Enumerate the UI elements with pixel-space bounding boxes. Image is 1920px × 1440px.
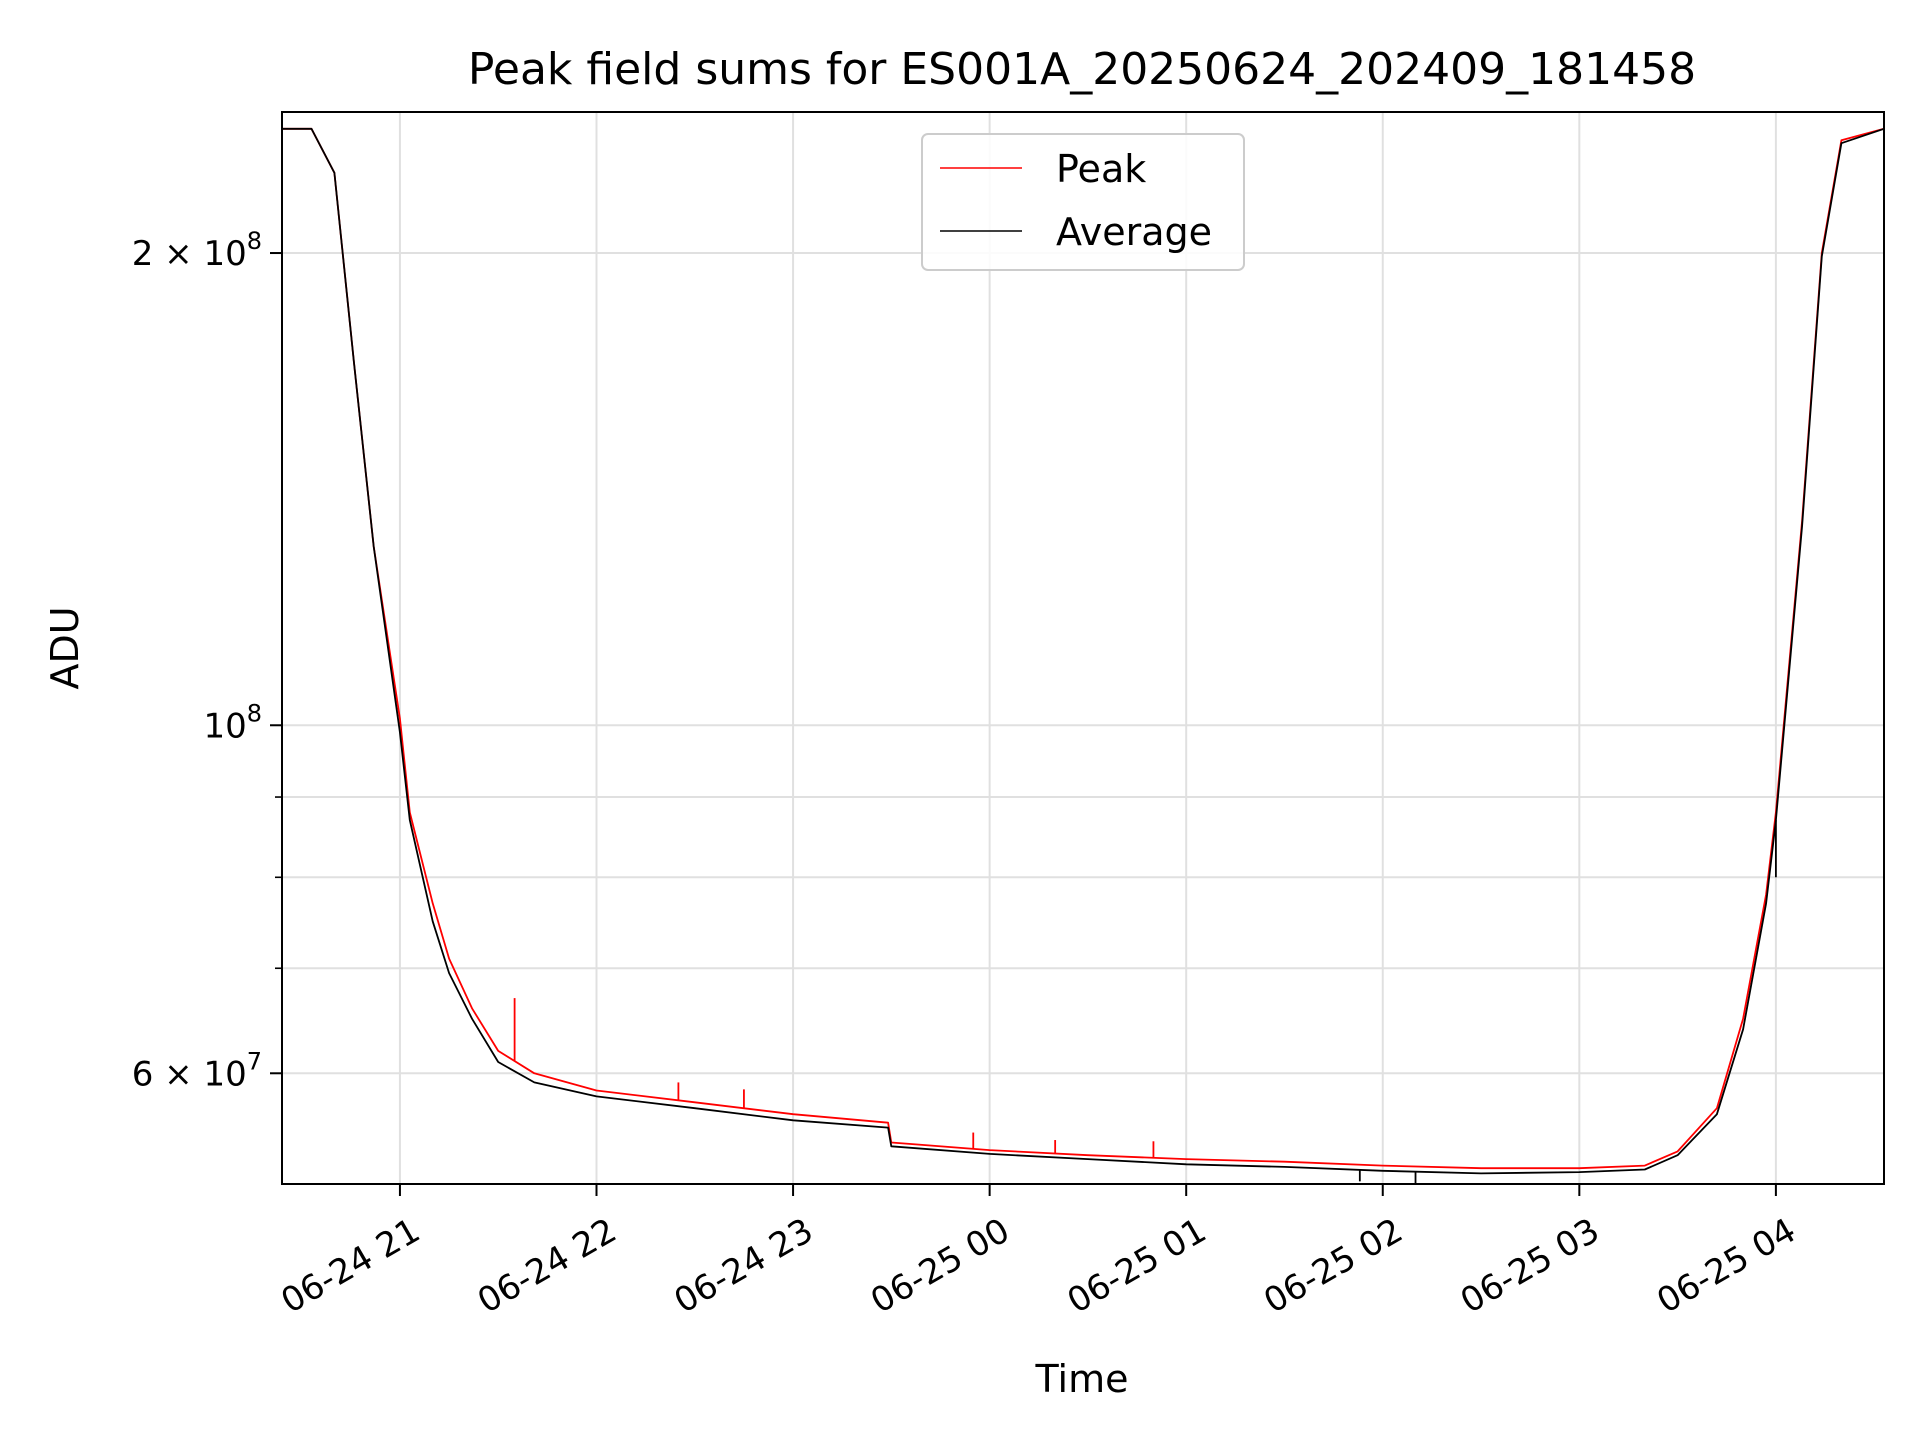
y-axis-label: ADU — [43, 606, 87, 689]
series-line-peak — [282, 127, 1885, 1170]
legend-label-average: Average — [1056, 210, 1212, 254]
legend: Peak Average — [921, 133, 1245, 271]
x-axis-label: Time — [1035, 1357, 1129, 1401]
legend-label-peak: Peak — [1056, 147, 1146, 191]
series-layer — [282, 127, 1885, 1184]
plot-frame — [281, 111, 1885, 1185]
y-tick-label: 2 × 108 — [132, 227, 262, 274]
y-tick-label: 6 × 107 — [132, 1047, 262, 1094]
series-line-average — [282, 127, 1885, 1175]
chart-title: Peak field sums for ES001A_20250624_2024… — [468, 44, 1696, 95]
